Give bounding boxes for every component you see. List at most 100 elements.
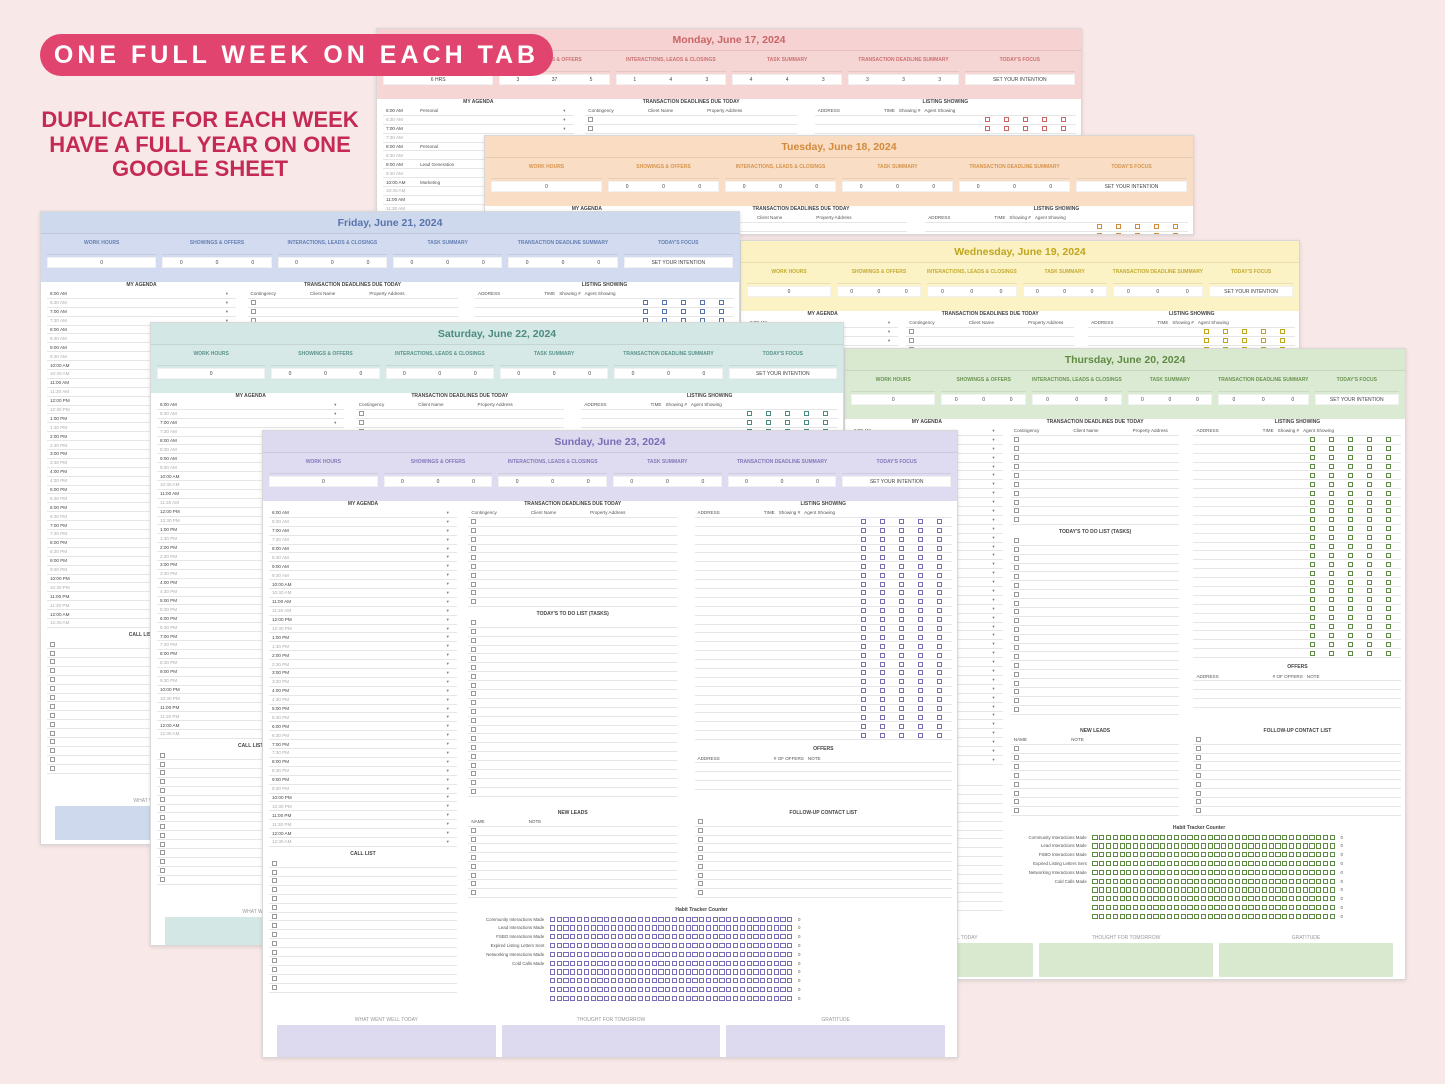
listing-checkbox[interactable] [1367,481,1373,487]
habit-checkbox[interactable] [1329,896,1335,902]
listing-checkbox[interactable] [1310,552,1316,558]
listing-checkbox[interactable] [1367,561,1373,567]
habit-checkbox[interactable] [1166,852,1173,858]
habit-checkbox[interactable] [1146,869,1152,875]
todo-row[interactable] [1010,608,1180,617]
habit-checkbox[interactable] [1180,843,1186,849]
habit-checkbox[interactable] [1214,904,1220,911]
listing-checkbox[interactable] [1367,615,1373,621]
call-checkbox[interactable] [160,823,165,829]
deadline-row[interactable] [1010,436,1180,445]
habit-checkbox[interactable] [1309,878,1315,884]
habit-checkbox[interactable] [1139,887,1146,893]
habit-checkbox[interactable] [1234,860,1240,867]
habit-checkbox[interactable] [1200,869,1207,875]
habit-checkbox[interactable] [1322,843,1329,849]
habit-checkbox[interactable] [1329,904,1335,911]
listing-checkbox[interactable] [1367,579,1373,585]
habit-checkbox[interactable] [1268,852,1274,858]
habit-checkbox[interactable] [1092,896,1098,902]
agenda-dropdown-icon[interactable]: ▾ [992,685,995,691]
habit-checkbox[interactable] [1180,887,1186,893]
deadline-row[interactable] [1010,489,1180,499]
habit-checkbox[interactable] [1316,834,1322,840]
agenda-dropdown-icon[interactable]: ▾ [992,703,995,709]
footer-note-box[interactable] [1219,942,1393,977]
listing-checkbox[interactable] [1386,606,1392,612]
habit-checkbox[interactable] [1119,852,1125,858]
habit-checkbox[interactable] [1282,843,1288,849]
habit-checkbox[interactable] [1268,913,1274,919]
listing-checkbox[interactable] [1348,472,1354,478]
call-row[interactable] [47,676,236,685]
listing-checkbox[interactable] [1367,624,1373,630]
habit-checkbox[interactable] [1173,904,1179,911]
deadline-checkbox[interactable] [1013,464,1019,469]
listing-checkbox[interactable] [1280,338,1286,344]
habit-checkbox[interactable] [1166,869,1173,875]
listing-checkbox[interactable] [1329,552,1335,558]
habit-checkbox[interactable] [1261,843,1268,849]
todo-checkbox[interactable] [1013,591,1019,597]
listing-checkbox[interactable] [1386,535,1392,541]
agenda-dropdown-icon[interactable]: ▾ [992,614,995,620]
habit-checkbox[interactable] [1316,887,1322,893]
habit-checkbox[interactable] [1153,869,1159,875]
habit-checkbox[interactable] [1255,878,1261,884]
agenda-dropdown-icon[interactable]: ▾ [992,730,995,736]
deadline-checkbox[interactable] [1013,455,1019,461]
habit-checkbox[interactable] [1166,887,1173,893]
summary-values[interactable]: 0 0 0 [271,368,380,379]
deadline-checkbox[interactable] [588,126,594,132]
call-checkbox[interactable] [160,814,165,820]
habit-checkbox[interactable] [1329,913,1335,919]
habit-checkbox[interactable] [1173,852,1179,858]
habit-checkbox[interactable] [1248,834,1254,840]
listing-checkbox[interactable] [1329,472,1335,478]
agenda-dropdown-icon[interactable]: ▾ [992,659,995,665]
habit-checkbox[interactable] [1329,834,1335,840]
habit-checkbox[interactable] [1166,904,1173,911]
habit-checkbox[interactable] [1248,887,1254,893]
habit-checkbox[interactable] [1200,887,1207,893]
listing-checkbox[interactable] [1367,446,1373,452]
todo-row[interactable] [1010,537,1180,546]
deadline-row[interactable] [1010,471,1180,481]
call-row[interactable] [47,640,236,650]
call-checkbox[interactable] [50,721,55,727]
listing-checkbox[interactable] [1310,446,1316,452]
deadline-checkbox[interactable] [250,309,256,315]
habit-checkbox[interactable] [1133,843,1139,849]
listing-checkbox[interactable] [1310,472,1316,478]
follow-up-row[interactable] [1193,807,1402,816]
follow-up-row[interactable] [1193,771,1402,781]
habit-checkbox[interactable] [1228,843,1234,849]
listing-checkbox[interactable] [1348,588,1354,594]
listing-checkbox[interactable] [1348,624,1354,630]
habit-checkbox[interactable] [1160,913,1166,919]
agenda-dropdown-icon[interactable]: ▾ [992,756,995,762]
listing-row[interactable] [1193,463,1402,472]
listing-checkbox[interactable] [1310,535,1316,541]
habit-checkbox[interactable] [1221,834,1227,840]
habit-checkbox[interactable] [1133,878,1139,884]
listing-checkbox[interactable] [984,117,990,123]
listing-checkbox[interactable] [785,411,791,417]
agenda-dropdown-icon[interactable]: ▾ [887,319,891,325]
call-checkbox[interactable] [50,668,55,674]
agenda-dropdown-icon[interactable]: ▾ [992,507,995,513]
habit-checkbox[interactable] [1207,869,1213,875]
call-row[interactable] [157,778,345,787]
todo-row[interactable] [1010,555,1180,564]
habit-checkbox[interactable] [1214,896,1220,902]
deadline-row[interactable] [906,337,1075,346]
lead-checkbox[interactable] [1013,755,1019,761]
habit-checkbox[interactable] [1255,843,1261,849]
habit-checkbox[interactable] [1221,896,1227,902]
todo-row[interactable] [1010,697,1180,706]
agenda-dropdown-icon[interactable]: ▾ [225,317,228,323]
listing-checkbox[interactable] [1172,233,1178,234]
agenda-dropdown-icon[interactable]: ▾ [992,694,995,700]
habit-checkbox[interactable] [1160,887,1166,893]
listing-row[interactable] [1088,337,1296,346]
